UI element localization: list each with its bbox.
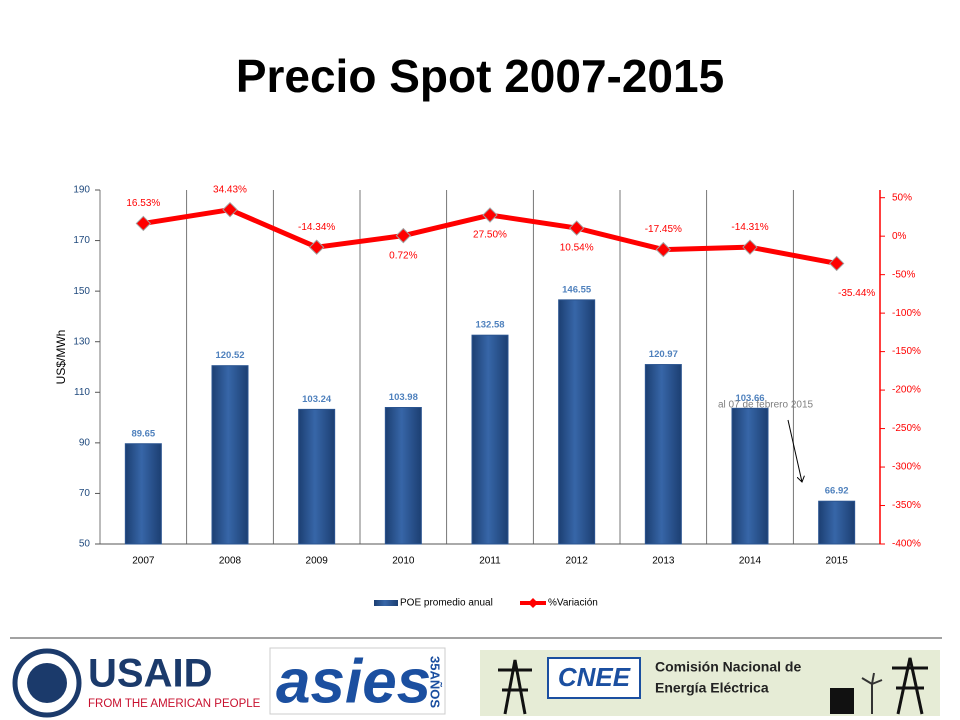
bar <box>384 407 422 545</box>
legend-label: POE promedio anual <box>400 598 493 609</box>
bar-value-label: 132.58 <box>475 320 504 331</box>
y2-tick-label: -100% <box>892 308 921 319</box>
line-value-label: 0.72% <box>389 250 417 261</box>
bar-value-label: 66.92 <box>825 486 849 497</box>
turbine <box>861 672 883 714</box>
legend-label: %Variación <box>548 598 598 609</box>
bar-value-label: 103.66 <box>735 393 764 404</box>
legend-marker <box>528 598 538 608</box>
bar-value-label: 120.52 <box>215 350 244 361</box>
bar <box>211 365 249 545</box>
bar <box>298 408 336 545</box>
marker <box>482 207 498 223</box>
bar <box>471 334 509 545</box>
y-tick-label: 90 <box>79 437 91 448</box>
bar-value-label: 89.65 <box>131 428 155 439</box>
legend-swatch <box>374 600 398 606</box>
seal-inner <box>27 663 67 703</box>
bar-value-label: 146.55 <box>562 284 592 295</box>
marker <box>828 255 845 272</box>
cnee-logo: CNEE Comisión Nacional de Energía Eléctr… <box>480 650 940 716</box>
y2-tick-label: 50% <box>892 192 912 203</box>
y-tick-label: 190 <box>73 185 90 196</box>
y-tick-label: 150 <box>73 286 90 297</box>
y-tick-label: 50 <box>79 539 91 550</box>
line-value-label: 27.50% <box>473 230 507 241</box>
line-value-label: -14.31% <box>731 222 768 233</box>
marker <box>568 220 585 236</box>
marker <box>135 215 152 232</box>
factory <box>830 688 854 714</box>
marker <box>655 241 672 258</box>
marker <box>742 239 758 255</box>
cnee-box <box>547 657 641 699</box>
y-tick-label: 110 <box>74 387 90 398</box>
line-value-label: -14.34% <box>298 222 335 233</box>
y-tick-label: 70 <box>79 488 91 499</box>
cnee-line: Energía Eléctrica <box>655 680 769 696</box>
bar-value-label: 103.98 <box>389 392 418 403</box>
marker <box>222 201 238 218</box>
line-value-label: 10.54% <box>560 243 594 254</box>
cnee-line: Comisión Nacional de <box>655 659 801 675</box>
usaid-text: USAID <box>88 652 212 696</box>
y2-tick-label: -300% <box>892 462 921 473</box>
chart: 50 70 90 110 130 150 170 190 50% 0% -50% -100% -150%… <box>54 184 921 608</box>
bar <box>644 364 682 545</box>
x-tick-label: 2011 <box>479 556 501 567</box>
usaid-logo: USAID FROM THE AMERICAN PEOPLE <box>12 648 261 718</box>
x-tick-label: 2015 <box>826 556 849 567</box>
line-value-label: -17.45% <box>645 224 682 235</box>
line-value-label: 34.43% <box>213 184 247 195</box>
marker <box>395 227 412 244</box>
x-tick-label: 2013 <box>652 556 675 567</box>
usaid-tagline: FROM THE AMERICAN PEOPLE <box>88 698 261 710</box>
marker <box>308 239 325 255</box>
bar-value-label: 120.97 <box>649 349 678 360</box>
x-tick-label: 2012 <box>566 556 589 567</box>
y2-tick-label: -50% <box>892 269 915 280</box>
y2-tick-label: -400% <box>892 539 921 550</box>
y-axis-label: US$/MWh <box>54 330 68 385</box>
y2-tick-label: -150% <box>892 346 921 357</box>
tower <box>892 657 928 715</box>
bar <box>124 443 162 545</box>
annotation: al 07 de febrero 2015 <box>718 400 814 411</box>
x-tick-label: 2007 <box>132 556 155 567</box>
y2-tick-label: -250% <box>892 423 921 434</box>
annotation-arrow <box>787 419 802 482</box>
asies-logo: asies 35AÑOS <box>269 647 446 716</box>
bar <box>731 407 769 545</box>
bar <box>818 500 856 545</box>
y2-tick-label: 0% <box>892 231 907 242</box>
y2-tick-label: -350% <box>892 500 921 511</box>
asies-frame <box>269 647 446 715</box>
x-tick-label: 2008 <box>219 556 242 567</box>
bar <box>558 299 596 545</box>
cnee-text: CNEE <box>558 662 631 692</box>
x-tick-label: 2014 <box>739 556 762 567</box>
asies-years: 35AÑOS <box>428 656 443 708</box>
x-tick-label: 2009 <box>306 556 329 567</box>
y2-tick-label: -200% <box>892 385 921 396</box>
line-value-label: -35.44% <box>838 288 875 299</box>
line-value-label: 16.53% <box>126 198 160 209</box>
slide-title: Precio Spot 2007-2015 <box>236 50 724 102</box>
y-tick-label: 170 <box>73 235 90 246</box>
tower <box>498 659 532 715</box>
y-tick-label: 130 <box>73 336 90 347</box>
asies-text: asies <box>276 647 431 716</box>
x-tick-label: 2010 <box>392 556 415 567</box>
bar-value-label: 103.24 <box>302 394 332 405</box>
